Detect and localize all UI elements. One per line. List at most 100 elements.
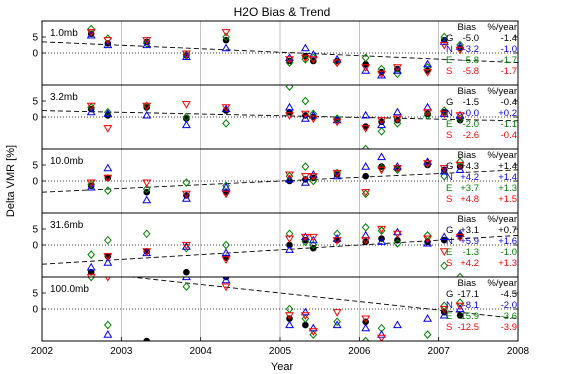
stats-id: N — [446, 44, 453, 55]
data-point-N — [455, 165, 465, 173]
stats-trend: -4.5 — [501, 289, 517, 300]
data-point-E — [309, 109, 318, 119]
data-point-E — [393, 119, 402, 128]
data-point-N — [392, 66, 402, 74]
data-point-E — [309, 330, 318, 339]
stats-header-trend: %/year — [487, 278, 517, 289]
data-point-N — [332, 171, 342, 180]
data-point-S — [423, 109, 433, 117]
data-point-E — [456, 272, 464, 277]
data-point-E — [440, 106, 449, 115]
stats-id: G — [446, 97, 453, 108]
stats-bias: +3.7 — [460, 183, 479, 194]
stats-header-trend: %/year — [487, 22, 517, 33]
y-tick-label: 0 — [32, 177, 38, 188]
stats-trend: -3.9 — [501, 322, 517, 333]
panel-markers — [87, 277, 465, 341]
data-point-G — [87, 268, 95, 276]
data-point-S — [332, 309, 342, 317]
data-point-E — [301, 96, 310, 106]
data-point-S — [361, 237, 371, 245]
y-axis-label: Delta VMR [%] — [5, 145, 17, 217]
data-point-E — [285, 58, 294, 67]
data-point-N — [86, 30, 96, 39]
stats-trend: -0.4 — [501, 130, 517, 141]
data-point-S — [142, 102, 152, 111]
data-point-S — [455, 46, 465, 55]
data-point-S — [423, 160, 433, 168]
stats-bias: +3.1 — [460, 225, 479, 236]
data-point-N — [455, 229, 465, 237]
stats-id: G — [446, 225, 453, 236]
x-axis-label: Year — [271, 361, 294, 373]
data-point-N — [392, 320, 402, 329]
data-point-N — [455, 304, 465, 313]
data-point-S — [285, 56, 294, 64]
data-point-N — [221, 182, 231, 191]
data-point-E — [285, 229, 294, 239]
panel-markers — [86, 223, 465, 277]
stats-id: E — [446, 247, 452, 258]
y-tick-label: 5 — [32, 225, 38, 236]
stats-id: E — [446, 183, 452, 194]
data-point-S — [103, 125, 113, 133]
stats-bias: -5.8 — [463, 66, 479, 77]
data-point-S — [377, 70, 387, 79]
stats-id: S — [446, 66, 452, 77]
data-point-N — [300, 307, 310, 316]
stats-bias: -12.5 — [457, 322, 479, 333]
stats-trend: -3.6 — [501, 311, 517, 322]
data-point-N — [361, 230, 371, 239]
x-tick-label: 2005 — [269, 346, 292, 357]
panel-level-label: 1.0mb — [50, 28, 78, 39]
data-point-S — [142, 179, 152, 188]
data-point-G — [362, 172, 369, 180]
stats-id: G — [446, 33, 453, 44]
stats-id: N — [446, 300, 453, 311]
data-point-G — [143, 337, 151, 341]
data-point-S — [103, 174, 113, 183]
y-tick-label: 5 — [32, 97, 38, 108]
stats-trend: -1.4 — [501, 33, 517, 44]
data-point-N — [142, 195, 152, 204]
data-point-E — [361, 53, 370, 63]
data-point-N — [181, 277, 191, 281]
data-point-S — [377, 166, 387, 175]
data-point-S — [285, 112, 294, 120]
data-point-E — [222, 119, 230, 128]
data-point-S — [332, 169, 342, 178]
data-point-S — [332, 118, 342, 127]
data-point-N — [455, 42, 465, 50]
y-tick-label: 0 — [32, 113, 38, 124]
y-tick-label: 5 — [32, 289, 38, 300]
stats-trend: +0.2 — [498, 108, 517, 119]
data-point-S — [86, 179, 96, 188]
data-point-E — [377, 127, 386, 136]
data-point-N — [439, 310, 449, 319]
data-point-N — [86, 262, 96, 271]
stats-id: S — [446, 258, 452, 269]
data-point-E — [103, 235, 112, 245]
data-point-E — [423, 330, 432, 339]
data-point-E — [103, 107, 112, 117]
stats-trend: +1.3 — [498, 183, 517, 194]
data-point-E — [87, 277, 96, 282]
x-tick-label: 2006 — [348, 346, 371, 357]
stats-id: E — [446, 311, 452, 322]
stats-trend: +1.3 — [498, 258, 517, 269]
data-point-N — [332, 54, 342, 63]
stats-id: N — [446, 108, 453, 119]
data-point-S — [455, 233, 465, 242]
data-point-S — [86, 102, 96, 111]
data-point-S — [361, 315, 371, 324]
data-point-N — [361, 66, 371, 74]
panel-31.6mb: 5 0 31.6mb Bias %/year G +3.1 +0.7 N +5.9 +1.6 E -1.… — [32, 212, 519, 278]
panel-markers — [86, 85, 465, 149]
data-point-N — [86, 107, 96, 116]
data-point-E — [333, 114, 341, 123]
data-point-S — [221, 29, 231, 37]
data-point-E — [309, 176, 318, 186]
data-point-S — [455, 112, 465, 120]
data-point-N — [285, 53, 294, 61]
